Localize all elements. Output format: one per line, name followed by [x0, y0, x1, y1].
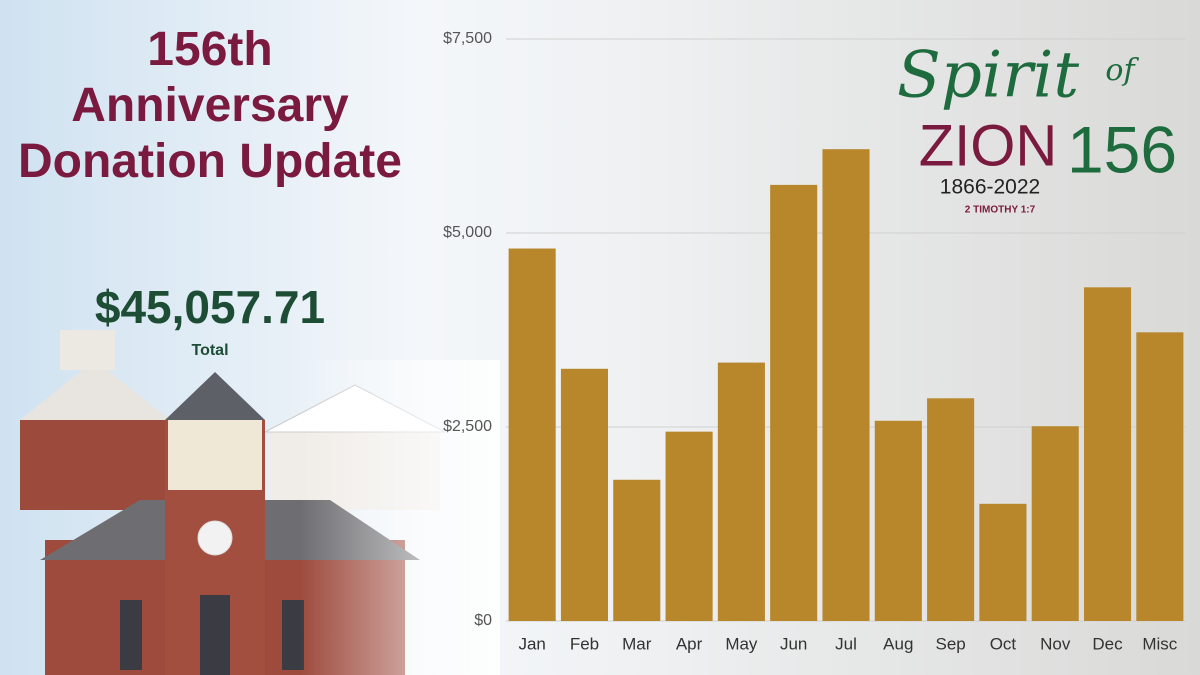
bar	[613, 479, 661, 621]
x-tick-label: Oct	[990, 634, 1017, 653]
bar	[1136, 332, 1184, 621]
logo-of: of	[1105, 53, 1139, 88]
bar	[874, 420, 922, 621]
x-tick-label: Sep	[935, 634, 965, 653]
bar	[1031, 426, 1079, 621]
x-tick-label: Jun	[780, 634, 807, 653]
bar	[508, 248, 556, 621]
bar	[717, 362, 765, 621]
title: 156th Anniversary Donation Update	[18, 23, 402, 188]
logo: Spirit of ZION 156 1866-2022 2 TIMOTHY 1…	[897, 39, 1177, 216]
y-tick-label: $7,500	[443, 30, 492, 47]
bar	[770, 184, 818, 621]
x-tick-label: Jan	[518, 634, 545, 653]
x-tick-label: Dec	[1092, 634, 1123, 653]
bar	[1084, 287, 1132, 621]
x-tick-label: Misc	[1142, 634, 1177, 653]
church-illustration	[20, 330, 500, 675]
bar	[979, 503, 1027, 621]
total-label: Total	[191, 342, 229, 359]
x-tick-label: Aug	[883, 634, 913, 653]
bar	[560, 368, 608, 621]
x-tick-label: Nov	[1040, 634, 1071, 653]
logo-spirit: Spirit	[897, 39, 1079, 113]
y-tick-label: $5,000	[443, 224, 492, 241]
x-tick-label: Apr	[676, 634, 703, 653]
logo-verse: 2 TIMOTHY 1:7	[965, 205, 1036, 216]
x-tick-label: May	[725, 634, 758, 653]
x-tick-label: Mar	[622, 634, 652, 653]
bar	[822, 149, 870, 621]
bar	[665, 431, 713, 621]
logo-years: 1866-2022	[940, 176, 1040, 199]
x-tick-label: Jul	[835, 634, 857, 653]
bar	[927, 398, 975, 621]
total-amount: $45,057.71	[94, 281, 326, 333]
logo-number: 156	[1067, 112, 1177, 186]
y-tick-label: $0	[474, 612, 492, 629]
y-tick-label: $2,500	[443, 418, 492, 435]
logo-zion: ZION	[919, 113, 1058, 178]
x-tick-label: Feb	[570, 634, 599, 653]
